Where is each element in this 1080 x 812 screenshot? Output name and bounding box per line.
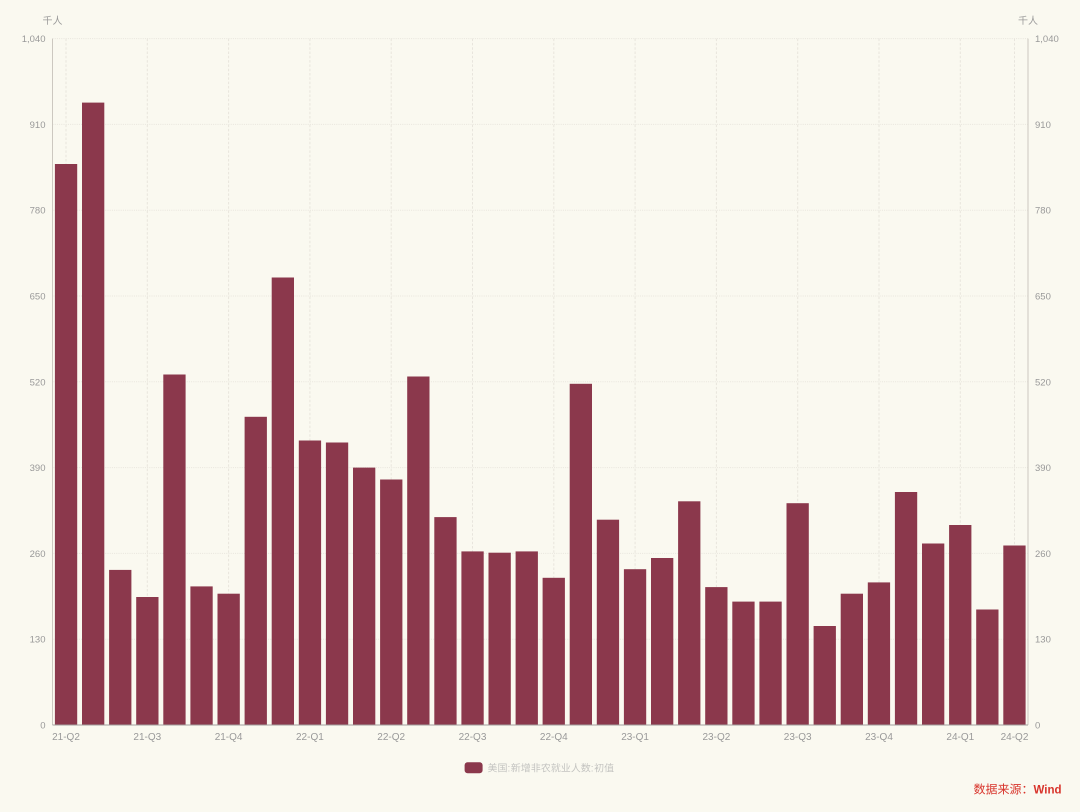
svg-text:Wind: Wind bbox=[1034, 785, 1062, 797]
svg-text:1,040: 1,040 bbox=[22, 34, 46, 45]
svg-text:24-Q2: 24-Q2 bbox=[1001, 732, 1029, 743]
svg-text:260: 260 bbox=[1035, 549, 1051, 560]
svg-text:21-Q2: 21-Q2 bbox=[52, 732, 80, 743]
svg-text:22-Q4: 22-Q4 bbox=[540, 732, 568, 743]
svg-text:650: 650 bbox=[30, 292, 46, 303]
svg-text:390: 390 bbox=[1035, 463, 1051, 474]
svg-text:24-Q1: 24-Q1 bbox=[946, 732, 974, 743]
svg-text:23-Q2: 23-Q2 bbox=[703, 732, 731, 743]
svg-text:22-Q2: 22-Q2 bbox=[377, 732, 405, 743]
svg-text:650: 650 bbox=[1035, 292, 1051, 303]
svg-text:390: 390 bbox=[30, 463, 46, 474]
svg-text:0: 0 bbox=[1035, 721, 1040, 732]
svg-text:780: 780 bbox=[30, 206, 46, 217]
svg-text:0: 0 bbox=[40, 721, 45, 732]
svg-text:23-Q4: 23-Q4 bbox=[865, 732, 893, 743]
svg-text:260: 260 bbox=[30, 549, 46, 560]
svg-text:22-Q3: 22-Q3 bbox=[459, 732, 487, 743]
svg-text::: : bbox=[591, 764, 594, 775]
svg-text:130: 130 bbox=[1035, 635, 1051, 646]
svg-text:780: 780 bbox=[1035, 206, 1051, 217]
svg-text:910: 910 bbox=[1035, 120, 1051, 131]
svg-text:23-Q1: 23-Q1 bbox=[621, 732, 649, 743]
svg-text:21-Q4: 21-Q4 bbox=[215, 732, 243, 743]
svg-text:910: 910 bbox=[30, 120, 46, 131]
svg-text:520: 520 bbox=[30, 377, 46, 388]
svg-text:130: 130 bbox=[30, 635, 46, 646]
svg-text:21-Q3: 21-Q3 bbox=[133, 732, 161, 743]
svg-text:23-Q3: 23-Q3 bbox=[784, 732, 812, 743]
svg-text:520: 520 bbox=[1035, 377, 1051, 388]
svg-text::: : bbox=[508, 764, 511, 775]
svg-text:1,040: 1,040 bbox=[1035, 34, 1059, 45]
svg-text:22-Q1: 22-Q1 bbox=[296, 732, 324, 743]
